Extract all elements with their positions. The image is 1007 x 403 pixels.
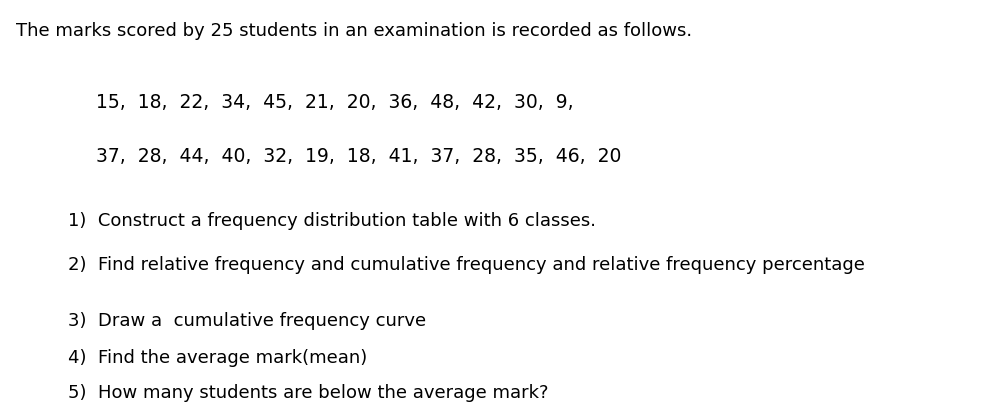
Text: 3)  Draw a  cumulative frequency curve: 3) Draw a cumulative frequency curve <box>68 312 427 330</box>
Text: The marks scored by 25 students in an examination is recorded as follows.: The marks scored by 25 students in an ex… <box>16 22 692 40</box>
Text: 5)  How many students are below the average mark?: 5) How many students are below the avera… <box>68 384 549 402</box>
Text: 37,  28,  44,  40,  32,  19,  18,  41,  37,  28,  35,  46,  20: 37, 28, 44, 40, 32, 19, 18, 41, 37, 28, … <box>96 147 621 166</box>
Text: 2)  Find relative frequency and cumulative frequency and relative frequency perc: 2) Find relative frequency and cumulativ… <box>68 256 865 274</box>
Text: 15,  18,  22,  34,  45,  21,  20,  36,  48,  42,  30,  9,: 15, 18, 22, 34, 45, 21, 20, 36, 48, 42, … <box>96 93 573 112</box>
Text: 1)  Construct a frequency distribution table with 6 classes.: 1) Construct a frequency distribution ta… <box>68 212 596 230</box>
Text: 4)  Find the average mark(mean): 4) Find the average mark(mean) <box>68 349 368 367</box>
